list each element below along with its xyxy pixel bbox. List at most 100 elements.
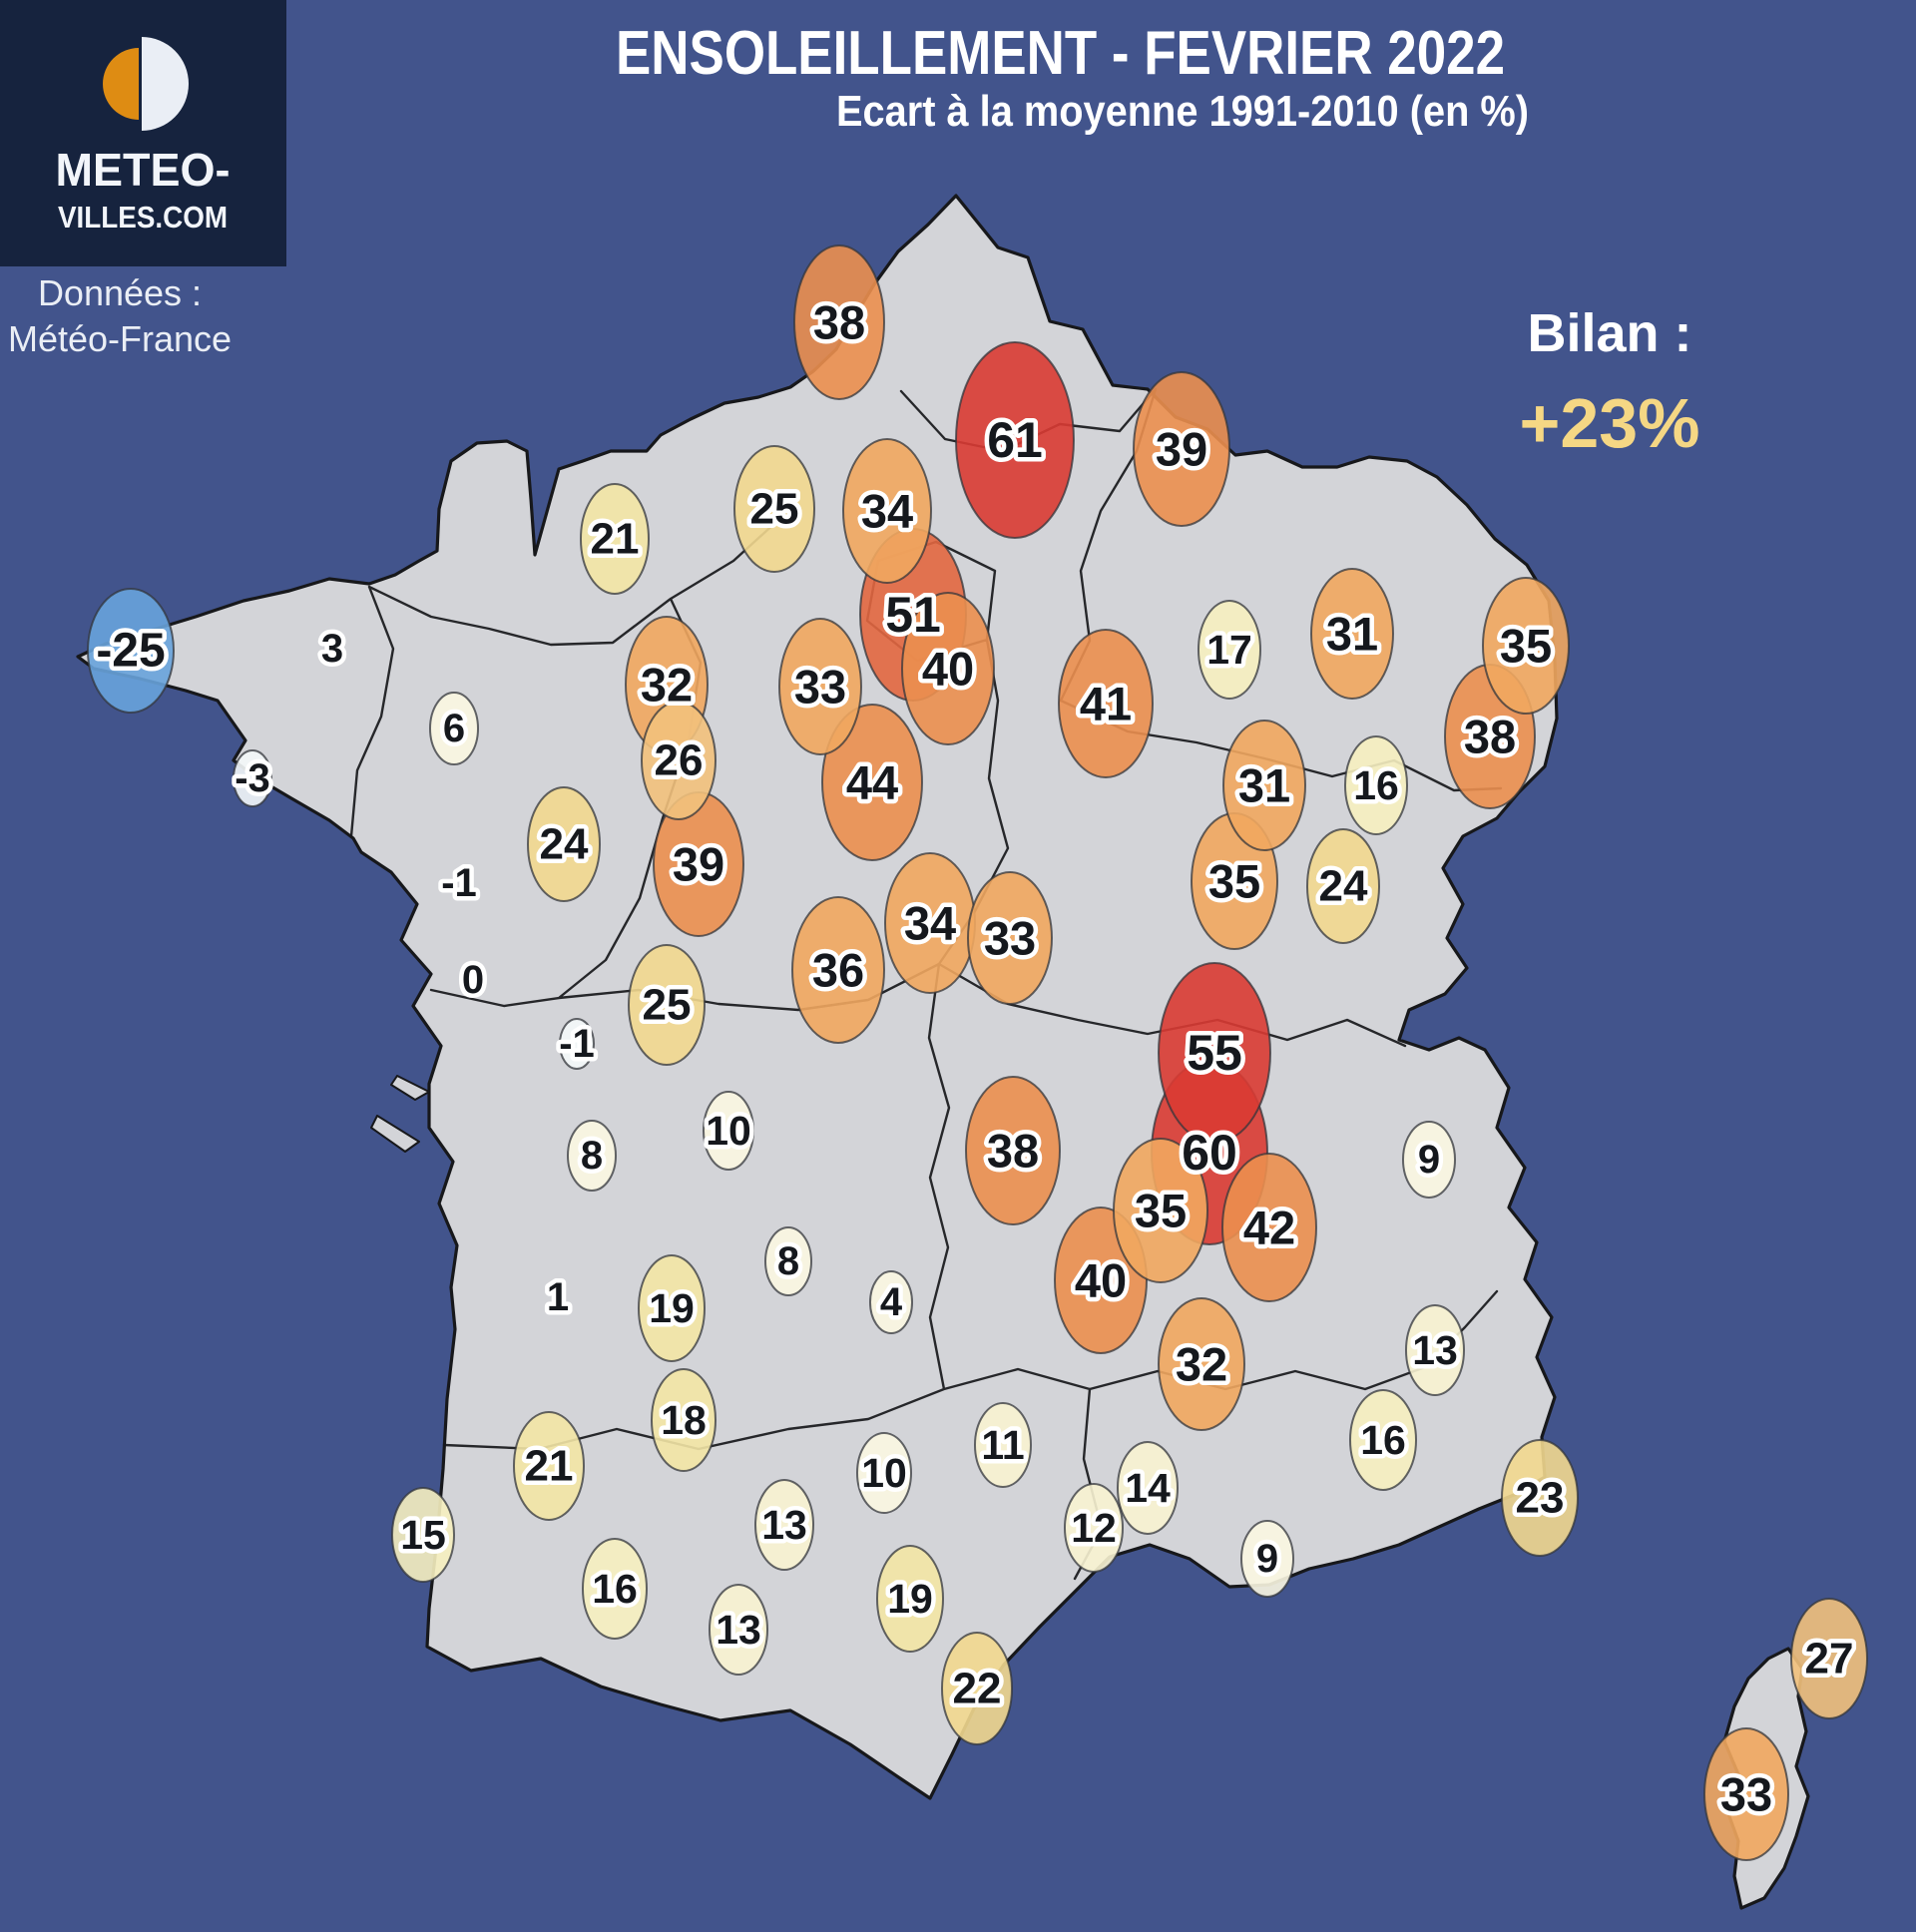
map-bubble (567, 1120, 617, 1192)
map-bubble (1344, 735, 1408, 835)
map-bubble (1306, 828, 1380, 944)
map-bubble (1064, 1483, 1124, 1573)
bubble-value-label: 32 (1176, 1338, 1227, 1391)
bubble-value-label: 14 (1125, 1465, 1171, 1511)
bubble-value-label: 35 (1208, 855, 1260, 908)
bubble-value-label: 18 (661, 1397, 707, 1443)
map-bubble (876, 1545, 944, 1653)
bubble-value-label: 36 (812, 944, 864, 997)
bubble-value-label: 33 (1720, 1768, 1772, 1821)
bilan-label: Bilan : (1527, 303, 1691, 363)
bubble-value-label: 25 (750, 485, 799, 534)
map-bubble (628, 944, 706, 1066)
bubble-value-label: 16 (1360, 1417, 1406, 1463)
map-bubble (778, 618, 862, 755)
bubble-value-label: 42 (1243, 1202, 1295, 1254)
map-bubble (527, 786, 601, 902)
bubble-value-label: 15 (400, 1512, 446, 1558)
map-bubble (87, 588, 175, 714)
bubble-value-label: 17 (1206, 627, 1252, 673)
bubble-value-label: 60 (1182, 1125, 1237, 1181)
map-bubble (651, 1368, 717, 1472)
bubble-value-label: 10 (861, 1450, 907, 1496)
bubble-value-label: 21 (591, 515, 640, 564)
map-bubble (1405, 1304, 1465, 1396)
bubble-value-label: 34 (861, 485, 913, 538)
source-line-1: Données : (38, 272, 202, 313)
bubble-value-label: 44 (846, 756, 898, 809)
map-bubble (1310, 568, 1394, 700)
bubble-value-label: 24 (1319, 862, 1368, 911)
bubble-value-label: 8 (777, 1239, 799, 1283)
map-bubble (1221, 1153, 1317, 1302)
bubble-value-label: 40 (922, 643, 974, 696)
logo-line-2: VILLES.COM (58, 200, 228, 235)
map-bubble (1240, 1520, 1294, 1598)
map-bubble (429, 692, 479, 765)
bubble-value-label: 13 (716, 1607, 761, 1653)
bubble-value-label: 31 (1326, 608, 1378, 661)
sun-moon-icon-white-half (142, 37, 189, 131)
map-bubble (793, 244, 885, 400)
bubble-value-label: 55 (1187, 1025, 1242, 1081)
bubble-value-label: 16 (1353, 762, 1399, 808)
map-bubble (1158, 962, 1271, 1144)
map-bubble (1117, 1441, 1179, 1535)
map-bubble (580, 483, 650, 595)
bubble-value-label: 32 (641, 659, 693, 712)
map-bubble (733, 445, 815, 573)
map-bubble (513, 1411, 585, 1521)
bubble-value-label: 34 (904, 897, 956, 950)
bubble-value-label: 25 (643, 981, 692, 1030)
bubble-value-label: 38 (813, 296, 865, 349)
map-bubble (1790, 1598, 1868, 1719)
map-bubble (391, 1487, 455, 1583)
bubble-value-label: 0 (462, 958, 484, 1002)
map-bubble (1482, 577, 1570, 715)
bubble-layer (87, 244, 1868, 1861)
logo-line-1: METEO- (56, 144, 231, 196)
map-bubble (582, 1538, 648, 1640)
bubble-value-label: 24 (540, 820, 589, 869)
map-bubble (842, 438, 932, 584)
page-title: ENSOLEILLEMENT - FEVRIER 2022 (616, 19, 1505, 88)
sun-moon-icon (103, 37, 189, 131)
map-bubble (1349, 1389, 1417, 1491)
bubble-value-label: 11 (981, 1422, 1024, 1468)
bubble-value-label: 41 (1080, 678, 1132, 730)
bubble-value-label: 9 (1418, 1138, 1440, 1182)
map-bubble (967, 871, 1053, 1005)
map-bubble (955, 341, 1075, 539)
map-bubble (1113, 1138, 1208, 1283)
bubble-value-label: 3 (321, 627, 343, 671)
map-bubble (1158, 1297, 1245, 1431)
page-subtitle: Ecart à la moyenne 1991-2010 (en %) (836, 87, 1529, 136)
bubble-value-label: 61 (987, 412, 1043, 468)
bubble-value-label: -1 (559, 1022, 595, 1066)
map-bubble (754, 1479, 814, 1571)
bubble-value-label: 51 (885, 587, 941, 643)
bubble-value-label: -3 (235, 756, 270, 800)
logo-block: METEO- VILLES.COM (0, 0, 286, 266)
bubble-value-label: 16 (592, 1566, 638, 1612)
bubble-value-label: 21 (525, 1442, 574, 1491)
source-line-2: Météo-France (8, 318, 232, 359)
map-bubble (1133, 371, 1230, 527)
map-bubble (1703, 1727, 1789, 1861)
bubble-value-label: 12 (1071, 1505, 1117, 1551)
bubble-value-label: 6 (443, 707, 465, 750)
map-bubble (974, 1402, 1032, 1488)
bubble-value-label: 13 (761, 1502, 807, 1548)
bubble-value-label: 35 (1135, 1185, 1187, 1237)
bubble-value-label: 19 (887, 1576, 933, 1622)
map-bubble (638, 1254, 706, 1362)
map-bubble (901, 592, 995, 745)
bubble-value-label: 33 (984, 912, 1036, 965)
map-bubble (869, 1270, 913, 1334)
bubble-value-label: 38 (1464, 711, 1516, 763)
bubble-value-label: 27 (1805, 1635, 1854, 1684)
map-bubble (1058, 629, 1154, 778)
map-bubble (791, 896, 885, 1044)
coastal-islands (370, 1075, 430, 1153)
